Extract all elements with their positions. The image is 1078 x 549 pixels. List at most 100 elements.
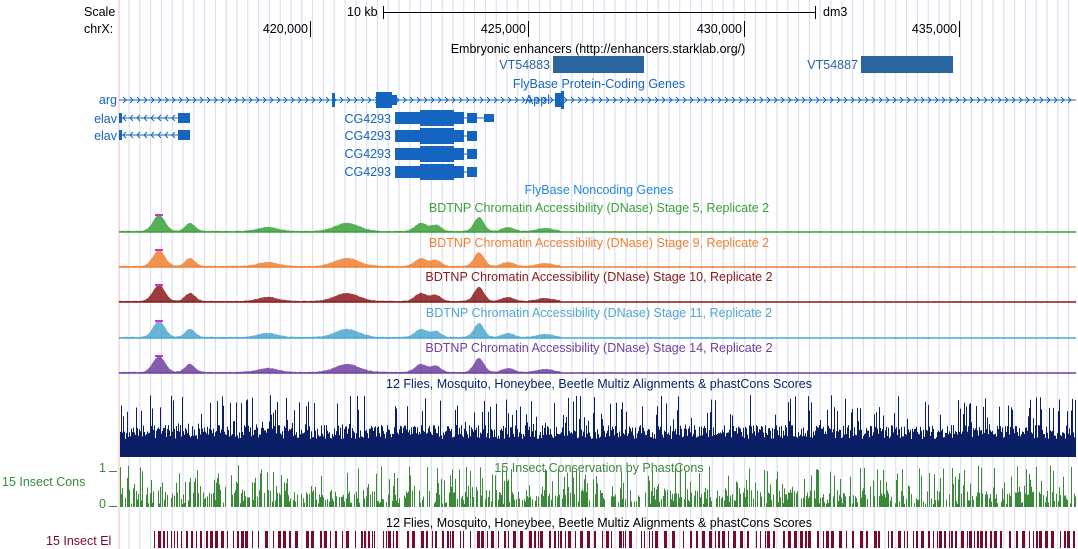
dnase-signal-area: [119, 214, 1076, 232]
conserved-element: [629, 531, 632, 548]
dnase-signal-area: [119, 321, 1076, 338]
strand-arrow: [766, 96, 771, 104]
strand-arrow: [906, 96, 911, 104]
strand-arrow: [290, 96, 295, 104]
strand-arrow: [234, 96, 239, 104]
strand-arrow: [157, 114, 162, 122]
conserved-element: [702, 531, 705, 548]
strand-arrow: [822, 96, 827, 104]
enhancer-label[interactable]: VT54887: [807, 58, 858, 72]
multiz-track-title[interactable]: 12 Flies, Mosquito, Honeybee, Beetle Mul…: [386, 377, 812, 391]
conserved-element: [388, 531, 391, 548]
conserved-element: [800, 531, 803, 548]
strand-arrow: [724, 96, 729, 104]
strand-arrow: [500, 96, 505, 104]
conserved-element: [273, 531, 274, 548]
conserved-element: [602, 531, 603, 548]
elements-track-title[interactable]: 12 Flies, Mosquito, Honeybee, Beetle Mul…: [386, 516, 812, 530]
phastcons-side-label[interactable]: 15 Insect Cons: [2, 475, 86, 489]
strand-arrow: [661, 96, 666, 104]
strand-arrow: [1025, 96, 1030, 104]
strand-arrow: [598, 96, 603, 104]
conserved-element: [1060, 531, 1061, 548]
conserved-element: [364, 531, 366, 548]
strand-arrow: [689, 96, 694, 104]
strand-arrow: [703, 96, 708, 104]
strand-arrow: [563, 96, 568, 104]
enhancers-track-title[interactable]: Embryonic enhancers (http://enhancers.st…: [450, 42, 746, 56]
strand-arrow: [129, 114, 134, 122]
strand-arrow: [164, 114, 169, 122]
strand-arrow: [885, 96, 890, 104]
strand-arrow: [353, 96, 358, 104]
conserved-element: [783, 531, 785, 548]
exon-block: [417, 112, 420, 124]
conserved-element: [513, 531, 516, 548]
conserved-element: [393, 531, 394, 548]
conserved-element: [171, 531, 172, 548]
conserved-element: [672, 531, 675, 548]
exon-block: [420, 128, 454, 144]
strand-arrow: [808, 96, 813, 104]
conserved-element: [611, 531, 612, 548]
noncoding-track-title[interactable]: FlyBase Noncoding Genes: [524, 183, 674, 197]
dnase-stage5-title[interactable]: BDTNP Chromatin Accessibility (DNase) St…: [428, 201, 770, 215]
exon-block: [561, 91, 564, 109]
gene-label-arg[interactable]: arg: [98, 93, 117, 107]
conserved-element: [460, 531, 461, 548]
gene-label-cg4293[interactable]: CG4293: [344, 165, 391, 179]
gene-label-elav[interactable]: elav: [94, 129, 117, 143]
exon-block: [467, 149, 477, 159]
gene-label-cg4293[interactable]: CG4293: [344, 147, 391, 161]
conserved-element: [696, 531, 698, 548]
enhancer-feature[interactable]: [861, 56, 953, 73]
strand-arrow: [269, 96, 274, 104]
exon-block: [467, 167, 477, 177]
conserved-element: [728, 531, 729, 548]
strand-arrow: [892, 96, 897, 104]
conserved-element: [587, 531, 590, 548]
strand-arrow: [150, 131, 155, 139]
conserved-element: [765, 531, 766, 548]
enhancer-feature[interactable]: [553, 56, 644, 73]
dnase-signal-area: [119, 284, 1076, 302]
strand-arrow: [675, 96, 680, 104]
gene-label-elav[interactable]: elav: [94, 112, 117, 126]
dnase-stage10-title[interactable]: BDTNP Chromatin Accessibility (DNase) St…: [425, 270, 773, 284]
conserved-element: [891, 531, 893, 548]
conserved-element: [233, 531, 234, 548]
dnase-stage9-title[interactable]: BDTNP Chromatin Accessibility (DNase) St…: [428, 236, 770, 250]
conserved-element: [374, 531, 375, 548]
strand-arrow: [437, 96, 442, 104]
gene-label-appl[interactable]: Appl: [524, 93, 550, 107]
conserved-element: [177, 531, 178, 548]
conserved-element: [907, 531, 908, 548]
strand-arrow: [493, 96, 498, 104]
conserved-element: [412, 531, 415, 548]
ruler-tick: [744, 21, 745, 37]
genes-track-title[interactable]: FlyBase Protein-Coding Genes: [512, 77, 686, 91]
dnase-stage14-title[interactable]: BDTNP Chromatin Accessibility (DNase) St…: [425, 341, 773, 355]
strand-arrow: [647, 96, 652, 104]
strand-arrow: [976, 96, 981, 104]
strand-arrow: [416, 96, 421, 104]
gene-label-cg4293[interactable]: CG4293: [344, 129, 391, 143]
conserved-element: [767, 531, 770, 548]
conserved-element: [508, 531, 509, 548]
strand-arrow: [640, 96, 645, 104]
ruler-tick: [959, 21, 960, 37]
exon-block: [395, 148, 417, 160]
dnase-clipped-peak: [155, 355, 163, 357]
enhancer-label[interactable]: VT54883: [499, 58, 550, 72]
conserved-element: [504, 531, 506, 548]
strand-arrow: [507, 96, 512, 104]
conserved-element: [426, 531, 428, 548]
conserved-element: [258, 531, 259, 548]
gene-label-cg4293[interactable]: CG4293: [344, 112, 391, 126]
elements-side-label[interactable]: 15 Insect El: [46, 534, 112, 548]
strand-arrow: [304, 96, 309, 104]
conserved-element: [756, 531, 757, 548]
dnase-stage11-title[interactable]: BDTNP Chromatin Accessibility (DNase) St…: [425, 306, 773, 320]
conserved-element: [1064, 531, 1066, 548]
